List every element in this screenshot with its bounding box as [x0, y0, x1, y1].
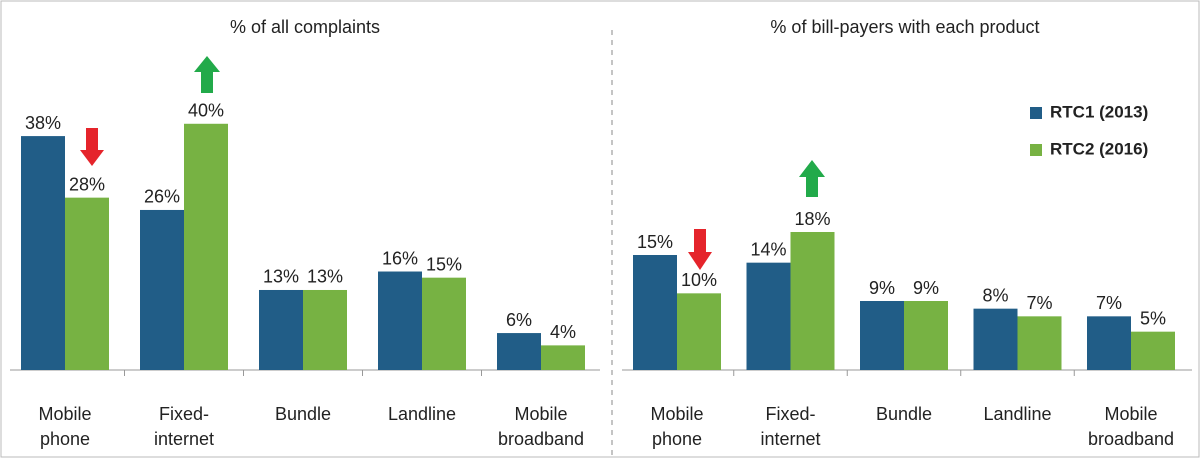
bar [1017, 316, 1062, 370]
data-label: 28% [69, 174, 105, 194]
x-tick-label: Fixed-internet [154, 404, 214, 449]
legend-swatch [1030, 107, 1042, 119]
legend-label: RTC1 (2013) [1050, 102, 1148, 121]
x-tick-label: Mobile phone [38, 404, 91, 449]
bar [65, 197, 109, 370]
chart-title: % of all complaints [230, 17, 380, 37]
bar [677, 293, 721, 370]
chart-title: % of bill-payers with each product [770, 17, 1039, 37]
bar [746, 262, 791, 370]
data-label: 9% [913, 278, 939, 298]
data-label: 13% [263, 267, 299, 287]
x-tick-label: Mobile broadband [1088, 404, 1174, 449]
bar [904, 301, 948, 370]
x-tick-label: Mobile broadband [498, 404, 584, 449]
bar [633, 255, 677, 370]
data-label: 10% [681, 270, 717, 290]
data-label: 14% [750, 239, 786, 259]
data-label: 13% [307, 267, 343, 287]
bar [860, 301, 904, 370]
bar [184, 123, 228, 371]
data-label: 26% [144, 187, 180, 207]
down-arrow [80, 128, 104, 166]
legend-swatch [1030, 144, 1042, 156]
bar [1087, 316, 1131, 370]
bar [303, 289, 347, 370]
up-arrow [194, 56, 220, 93]
bar [973, 308, 1018, 370]
data-label: 40% [188, 101, 224, 121]
x-tick-label: Bundle [275, 404, 331, 424]
data-label: 7% [1096, 293, 1122, 313]
data-label: 15% [426, 254, 462, 274]
data-label: 9% [869, 278, 895, 298]
data-label: 15% [637, 232, 673, 252]
data-label: 7% [1026, 293, 1052, 313]
data-label: 6% [506, 310, 532, 330]
x-tick-label: Fixed-internet [760, 404, 820, 449]
bar [422, 277, 466, 370]
bar [259, 289, 303, 370]
x-tick-label: Landline [388, 404, 456, 424]
bar [790, 232, 835, 370]
legend-label: RTC2 (2016) [1050, 139, 1148, 158]
data-label: 18% [794, 209, 830, 229]
x-tick-label: Mobile phone [650, 404, 703, 449]
bar [21, 136, 65, 370]
x-tick-label: Bundle [876, 404, 932, 424]
data-label: 4% [550, 322, 576, 342]
data-label: 8% [982, 285, 1008, 305]
down-arrow [688, 229, 712, 270]
bar [1131, 331, 1175, 370]
data-label: 38% [25, 113, 61, 133]
bar [541, 345, 585, 370]
x-tick-label: Landline [983, 404, 1051, 424]
up-arrow [799, 160, 825, 197]
data-label: 16% [382, 248, 418, 268]
bar [378, 271, 422, 370]
data-label: 5% [1140, 308, 1166, 328]
bar [140, 209, 184, 370]
bar [497, 333, 541, 370]
